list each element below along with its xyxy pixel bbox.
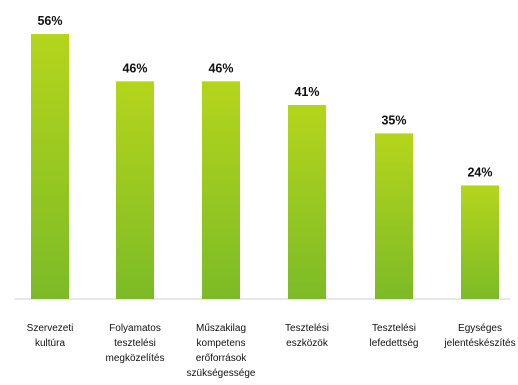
value-label: 56%	[37, 14, 62, 28]
category-label: Folyamatos tesztelési megközelítés	[106, 323, 165, 364]
bar	[375, 133, 413, 299]
category-label: Egységes jelentéskészítés	[443, 323, 515, 349]
category-label: Műszakilag kompetens erőforrások szükségess…	[187, 323, 256, 379]
value-label: 35%	[381, 113, 406, 127]
category-labels-group: Szervezeti kultúra Folyamatos tesztelési meg…	[27, 323, 516, 379]
bar	[461, 185, 499, 299]
category-label-line: erőforrások	[196, 353, 248, 364]
bar	[31, 34, 69, 299]
value-label: 24%	[467, 165, 492, 179]
category-label-line: Folyamatos	[109, 323, 161, 334]
category-label-line: kompetens	[197, 338, 246, 349]
bars-group	[31, 34, 499, 299]
category-label-line: kultúra	[35, 338, 65, 349]
bar	[288, 104, 326, 299]
bar	[116, 81, 154, 299]
bar	[202, 81, 240, 299]
category-label-line: megközelítés	[106, 353, 165, 364]
category-label-line: Tesztelési	[285, 323, 329, 334]
category-label-line: jelentéskészítés	[443, 338, 515, 349]
category-label-line: tesztelési	[114, 338, 156, 349]
category-label-line: eszközök	[286, 338, 329, 349]
category-label-line: Műszakilag	[196, 323, 246, 334]
category-label-line: szükségessége	[187, 368, 256, 379]
value-label: 46%	[122, 61, 147, 75]
category-label-line: lefedettség	[370, 338, 419, 349]
category-label-line: Szervezeti	[27, 323, 74, 334]
category-label: Tesztelési eszközök	[285, 323, 329, 349]
value-label: 46%	[208, 61, 233, 75]
category-label: Szervezeti kultúra	[27, 323, 74, 349]
category-label-line: Tesztelési	[372, 323, 416, 334]
value-labels-group: 56% 46% 46% 41% 35% 24%	[37, 14, 492, 179]
category-label-line: Egységes	[458, 323, 502, 334]
category-label: Tesztelési lefedettség	[370, 323, 419, 349]
value-label: 41%	[294, 85, 319, 99]
